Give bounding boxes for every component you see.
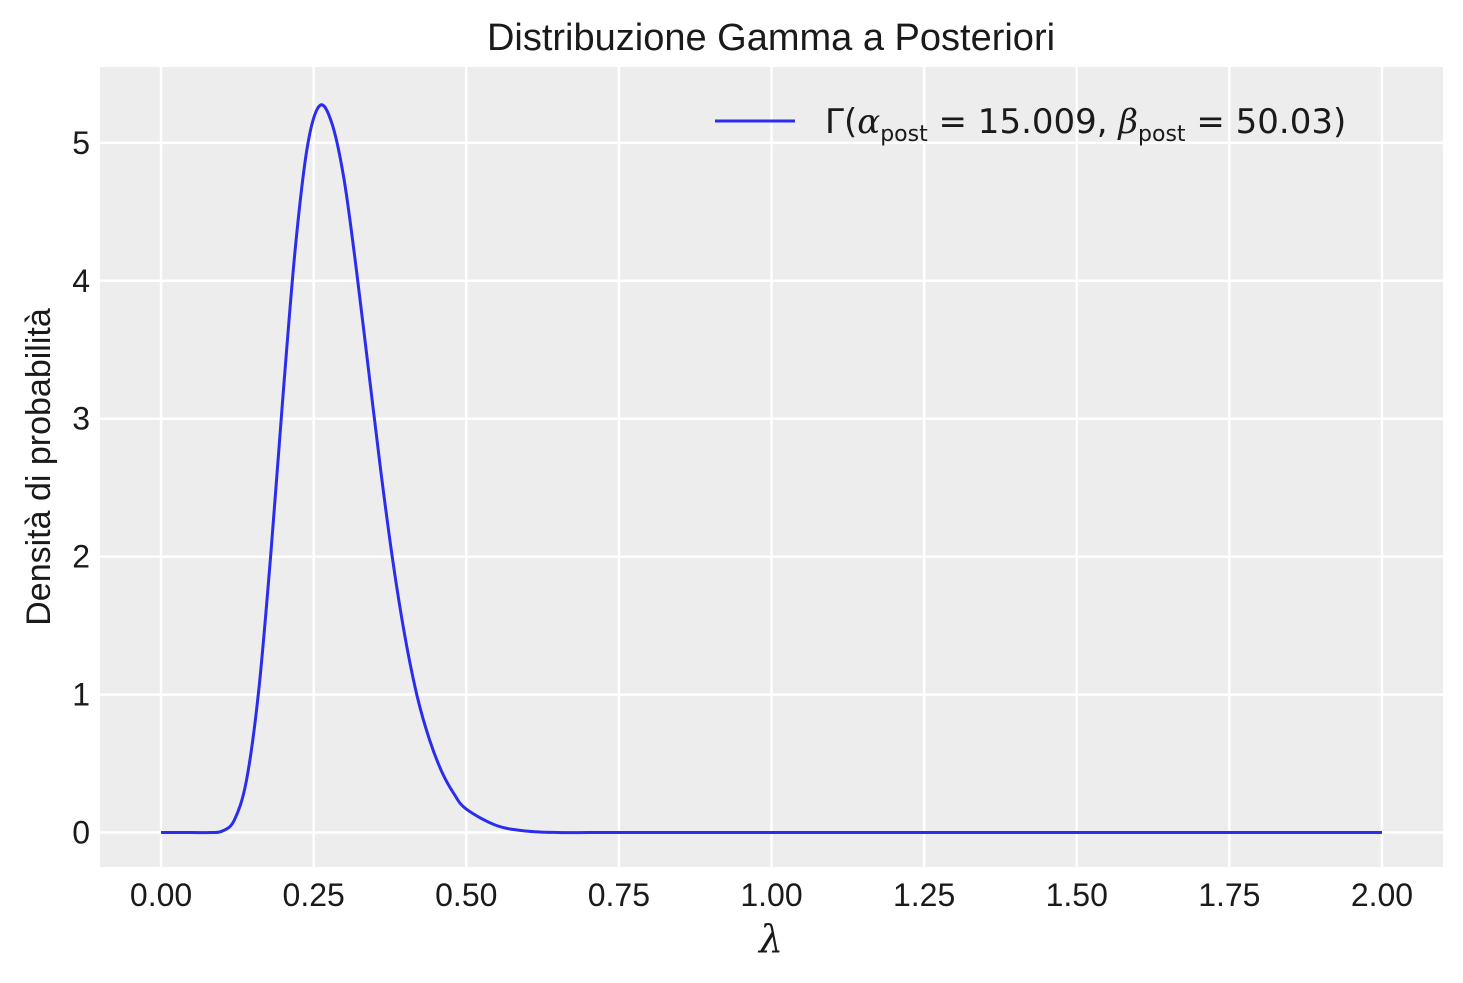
y-tick-label: 4 [72,263,90,299]
x-tick-label: 1.50 [1046,877,1108,913]
legend-beta: β [1116,102,1138,142]
x-tick-label: 0.25 [283,877,345,913]
legend-beta-sub: post [1138,122,1186,147]
x-tick-labels: 0.00 0.25 0.50 0.75 1.00 1.25 1.50 1.75 2.00 [130,877,1413,913]
y-tick-labels: 0 1 2 3 4 5 [72,125,90,851]
x-tick-label: 0.00 [130,877,192,913]
series-group [161,103,1382,835]
y-tick-label: 1 [72,677,90,713]
legend: Γ(αpost = 15.009, βpost = 50.03) [715,102,1346,147]
legend-gamma: Γ( [825,102,857,142]
legend-beta-value: = 50.03) [1186,102,1347,142]
x-tick-label: 1.25 [893,877,955,913]
legend-alpha: α [857,102,880,142]
y-tick-label: 5 [72,125,90,161]
y-tick-label: 2 [72,539,90,575]
x-tick-label: 0.50 [435,877,497,913]
x-axis-label: λ [757,917,783,961]
x-tick-label: 1.00 [740,877,802,913]
legend-alpha-sub: post [880,122,928,147]
series-line [161,103,1382,835]
chart-title: Distribuzione Gamma a Posteriori [487,17,1055,59]
legend-label: Γ(αpost = 15.009, βpost = 50.03) [825,102,1346,147]
x-tick-label: 0.75 [588,877,650,913]
x-tick-label: 2.00 [1351,877,1413,913]
x-tick-label: 1.75 [1198,877,1260,913]
y-tick-label: 3 [72,401,90,437]
y-axis-label: Densità di probabilità [20,308,58,626]
y-tick-label: 0 [72,815,90,851]
legend-alpha-value: = 15.009, [928,102,1119,142]
